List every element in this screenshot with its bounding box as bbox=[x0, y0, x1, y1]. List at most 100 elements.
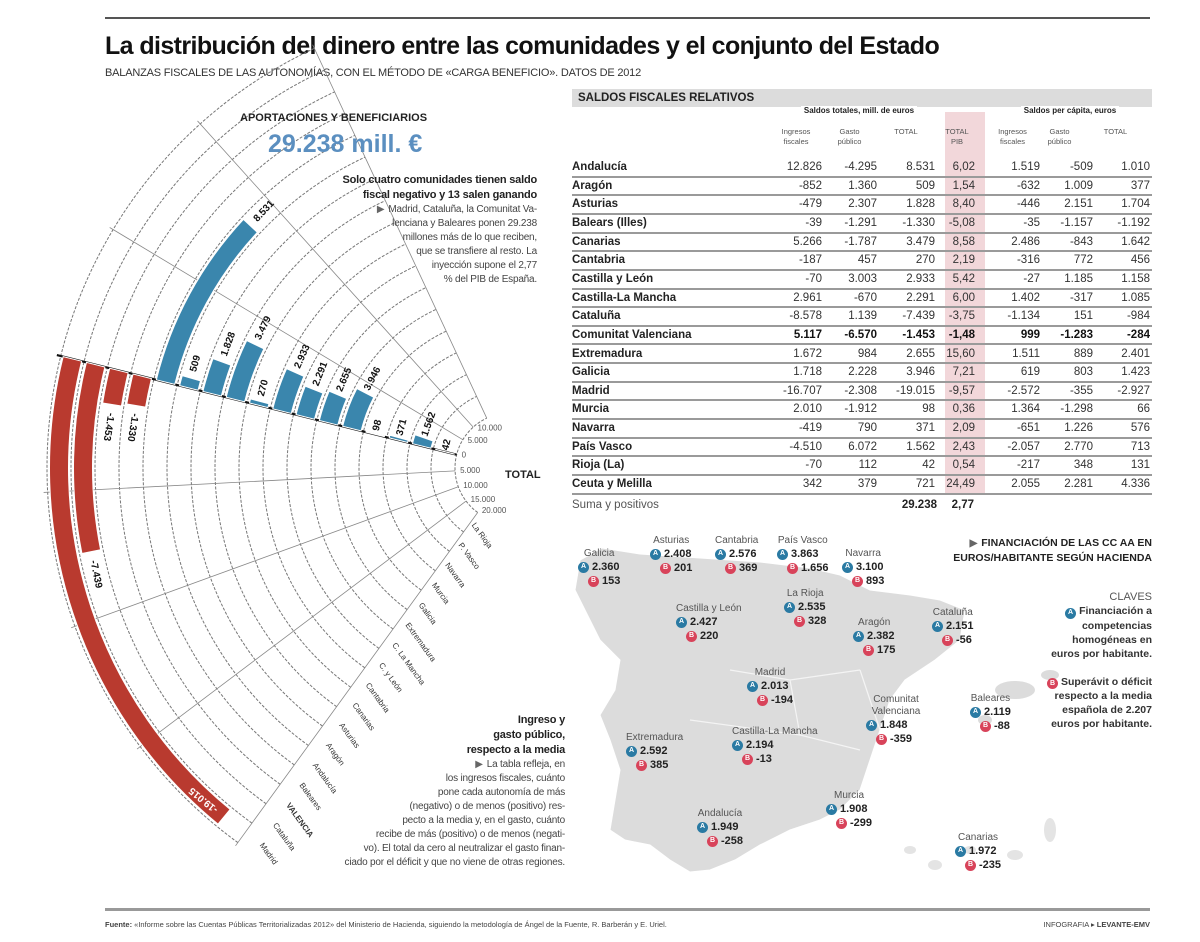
bar-value-label: -7.439 bbox=[88, 559, 104, 589]
category-label: Navarra bbox=[443, 561, 467, 590]
value-cell: 1.562 bbox=[906, 440, 935, 453]
financing-value: 1.949 bbox=[711, 821, 739, 833]
value-cell: 3.479 bbox=[906, 235, 935, 248]
value-cell: 131 bbox=[1130, 459, 1150, 472]
table-row: Castilla-La Mancha 2.961 -670 2.291 6,00 1.40… bbox=[572, 290, 1152, 309]
note-heading: Ingreso y bbox=[517, 714, 565, 726]
value-cell: -2.572 bbox=[1007, 384, 1040, 397]
value-b: B -299 bbox=[826, 816, 872, 830]
radial-gridline bbox=[109, 227, 464, 441]
value-cell: -70 bbox=[805, 272, 822, 285]
value-cell: -2.057 bbox=[1007, 440, 1040, 453]
category-label: Murcia bbox=[430, 581, 452, 606]
category-label: C. y León bbox=[377, 661, 404, 694]
value-b: B -13 bbox=[732, 752, 818, 766]
value-a: A 1.972 bbox=[955, 844, 1001, 858]
badge-b-icon: B bbox=[660, 562, 671, 574]
region-name: Asturias bbox=[653, 535, 690, 546]
value-cell: -4.510 bbox=[789, 440, 822, 453]
value-cell: -2.927 bbox=[1117, 384, 1150, 397]
bar bbox=[202, 357, 232, 397]
value-cell: -1.157 bbox=[1060, 216, 1093, 229]
region-name: Murcia bbox=[834, 790, 865, 801]
bar-value-label: 371 bbox=[395, 417, 410, 436]
ring-gridline bbox=[334, 308, 437, 610]
value-a: A 2.119 bbox=[970, 705, 1011, 719]
bar bbox=[73, 361, 106, 555]
ring-gridline bbox=[406, 374, 467, 552]
value-a: A 1.949 bbox=[697, 820, 743, 834]
table-row: Aragón -852 1.360 509 1,54 -632 1.009 377 bbox=[572, 178, 1152, 197]
table-row: Extremadura 1.672 984 2.655 15,60 1.511 889 2.4… bbox=[572, 346, 1152, 365]
value-b: B 175 bbox=[853, 643, 895, 657]
pib-cell: -5,08 bbox=[948, 216, 975, 229]
group-totales-label: Saldos totales, mill. de euros bbox=[800, 106, 918, 115]
value-cell: 98 bbox=[922, 403, 935, 416]
column-header-line: público bbox=[837, 137, 862, 146]
value-cell: -7.439 bbox=[902, 310, 935, 323]
badge-a-icon: A bbox=[866, 719, 877, 731]
value-b: B 385 bbox=[626, 758, 683, 772]
region-name: Aragón bbox=[572, 179, 613, 192]
value-cell: -217 bbox=[1016, 459, 1040, 472]
value-cell: 509 bbox=[915, 179, 935, 192]
map-region-label: Castilla-La Mancha A 2.194 B -13 bbox=[732, 726, 818, 766]
bar-value-label: 270 bbox=[256, 378, 271, 397]
value-cell: 5.117 bbox=[793, 328, 822, 341]
balance-value: 201 bbox=[674, 562, 693, 574]
summary-pib: 2,77 bbox=[951, 499, 974, 511]
badge-b-icon: B bbox=[588, 575, 599, 587]
pib-cell: 2,19 bbox=[952, 254, 975, 267]
badge-b-icon: B bbox=[1046, 678, 1058, 689]
triangle-icon: ▶ bbox=[376, 204, 385, 215]
value-cell: 1.009 bbox=[1064, 179, 1093, 192]
value-cell: -446 bbox=[1016, 198, 1040, 211]
region-name: Canarias bbox=[572, 235, 621, 248]
financing-value: 2.194 bbox=[746, 739, 774, 751]
column-header-line: Gasto bbox=[1049, 127, 1070, 136]
financing-value: 1.848 bbox=[880, 719, 908, 731]
financing-value: 2.119 bbox=[984, 706, 1011, 718]
badge-a-icon: A bbox=[784, 601, 795, 613]
value-cell: 2.055 bbox=[1011, 478, 1040, 491]
badge-a-icon: A bbox=[932, 620, 943, 632]
value-cell: -317 bbox=[1069, 291, 1093, 304]
value-cell: 721 bbox=[915, 478, 935, 491]
value-cell: 1.158 bbox=[1121, 272, 1150, 285]
table-row: Andalucía 12.826 -4.295 8.531 6,02 1.519 -509 1… bbox=[572, 159, 1152, 178]
pib-cell: 0,54 bbox=[952, 459, 975, 472]
badge-a-icon: A bbox=[578, 561, 589, 573]
bar-value-label: -1.453 bbox=[101, 412, 116, 442]
column-header: Gasto público bbox=[822, 127, 877, 147]
value-cell: 3.003 bbox=[848, 272, 877, 285]
summary-total: 29.238 bbox=[901, 499, 937, 511]
table-row: Navarra -419 790 371 2,09 -651 1.226 576 bbox=[572, 420, 1152, 439]
value-cell: 1.185 bbox=[1064, 272, 1093, 285]
summary-row: Suma y positivos 29.238 2,77 bbox=[572, 498, 1152, 513]
balance-value: 893 bbox=[866, 575, 885, 587]
note-negative-balance: Solo cuatro comunidades tienen saldo fisc… bbox=[285, 173, 537, 287]
region-name: La Rioja bbox=[786, 588, 824, 599]
pib-cell: -1,48 bbox=[948, 328, 975, 341]
note-income-spending: Ingreso y gasto público, respecto a la med… bbox=[305, 713, 566, 870]
badge-b-icon: B bbox=[852, 575, 863, 587]
region-name: Cantabria bbox=[715, 535, 759, 546]
value-cell: 790 bbox=[857, 422, 877, 435]
value-cell: -632 bbox=[1016, 179, 1040, 192]
canary-island-shape bbox=[1007, 850, 1023, 860]
region-name: Madrid bbox=[754, 667, 786, 678]
value-a: A 2.360 bbox=[578, 560, 620, 574]
badge-a-icon: A bbox=[650, 548, 661, 560]
value-cell: 1.704 bbox=[1121, 198, 1150, 211]
ring-gridline bbox=[382, 352, 457, 572]
value-cell: -509 bbox=[1069, 161, 1093, 173]
region-name: Castilla y León bbox=[676, 603, 742, 614]
value-cell: 619 bbox=[1020, 366, 1040, 379]
map-region-label: Castilla y León A 2.427 B 220 bbox=[676, 603, 742, 643]
value-a: A 2.013 bbox=[747, 679, 793, 693]
category-label: Madrid bbox=[258, 841, 280, 866]
value-cell: 457 bbox=[857, 254, 877, 267]
value-cell: 999 bbox=[1020, 328, 1040, 341]
value-cell: 713 bbox=[1130, 440, 1150, 453]
value-a: A 2.427 bbox=[676, 615, 742, 629]
